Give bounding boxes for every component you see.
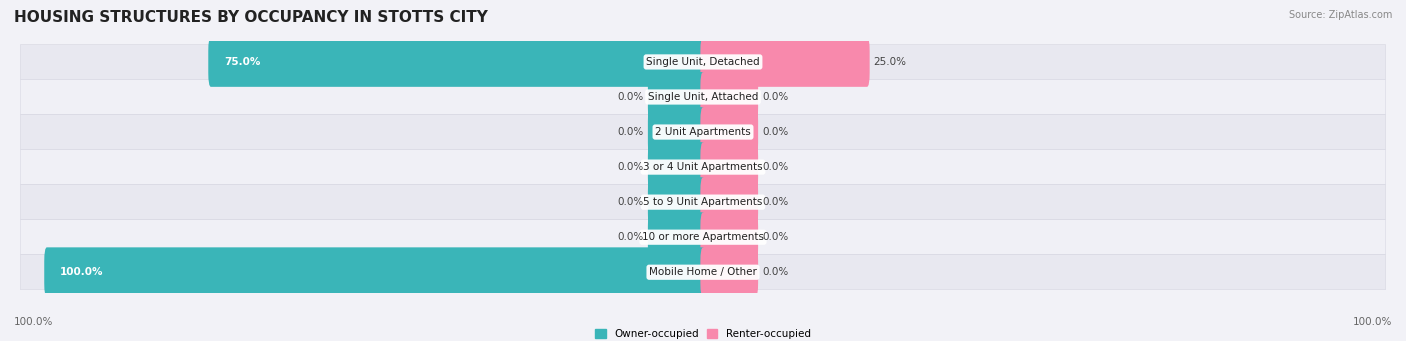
- Text: 100.0%: 100.0%: [60, 267, 104, 277]
- FancyBboxPatch shape: [700, 107, 758, 157]
- FancyBboxPatch shape: [20, 44, 1386, 79]
- Text: 3 or 4 Unit Apartments: 3 or 4 Unit Apartments: [643, 162, 763, 172]
- FancyBboxPatch shape: [44, 247, 706, 297]
- Text: 0.0%: 0.0%: [617, 232, 644, 242]
- Text: 2 Unit Apartments: 2 Unit Apartments: [655, 127, 751, 137]
- Text: 5 to 9 Unit Apartments: 5 to 9 Unit Apartments: [644, 197, 762, 207]
- Text: HOUSING STRUCTURES BY OCCUPANCY IN STOTTS CITY: HOUSING STRUCTURES BY OCCUPANCY IN STOTT…: [14, 10, 488, 25]
- FancyBboxPatch shape: [20, 255, 1386, 290]
- Text: 100.0%: 100.0%: [1353, 317, 1392, 327]
- FancyBboxPatch shape: [20, 150, 1386, 184]
- FancyBboxPatch shape: [20, 79, 1386, 115]
- Text: Single Unit, Attached: Single Unit, Attached: [648, 92, 758, 102]
- Text: 75.0%: 75.0%: [224, 57, 260, 67]
- FancyBboxPatch shape: [700, 37, 870, 87]
- Text: 10 or more Apartments: 10 or more Apartments: [643, 232, 763, 242]
- Text: 0.0%: 0.0%: [762, 267, 789, 277]
- FancyBboxPatch shape: [208, 37, 706, 87]
- FancyBboxPatch shape: [700, 142, 758, 192]
- Text: 0.0%: 0.0%: [762, 197, 789, 207]
- Text: 0.0%: 0.0%: [617, 197, 644, 207]
- FancyBboxPatch shape: [648, 72, 706, 122]
- FancyBboxPatch shape: [700, 72, 758, 122]
- FancyBboxPatch shape: [648, 212, 706, 262]
- FancyBboxPatch shape: [20, 115, 1386, 150]
- Text: 0.0%: 0.0%: [617, 162, 644, 172]
- Text: 0.0%: 0.0%: [762, 92, 789, 102]
- FancyBboxPatch shape: [648, 142, 706, 192]
- FancyBboxPatch shape: [648, 107, 706, 157]
- FancyBboxPatch shape: [700, 177, 758, 227]
- Text: Source: ZipAtlas.com: Source: ZipAtlas.com: [1288, 10, 1392, 20]
- Text: 0.0%: 0.0%: [762, 162, 789, 172]
- Text: 0.0%: 0.0%: [762, 232, 789, 242]
- Text: Mobile Home / Other: Mobile Home / Other: [650, 267, 756, 277]
- Legend: Owner-occupied, Renter-occupied: Owner-occupied, Renter-occupied: [591, 325, 815, 341]
- FancyBboxPatch shape: [20, 184, 1386, 220]
- Text: 100.0%: 100.0%: [14, 317, 53, 327]
- FancyBboxPatch shape: [648, 177, 706, 227]
- Text: 25.0%: 25.0%: [873, 57, 907, 67]
- FancyBboxPatch shape: [700, 212, 758, 262]
- Text: 0.0%: 0.0%: [762, 127, 789, 137]
- Text: 0.0%: 0.0%: [617, 92, 644, 102]
- Text: 0.0%: 0.0%: [617, 127, 644, 137]
- Text: Single Unit, Detached: Single Unit, Detached: [647, 57, 759, 67]
- FancyBboxPatch shape: [700, 247, 758, 297]
- FancyBboxPatch shape: [20, 220, 1386, 255]
